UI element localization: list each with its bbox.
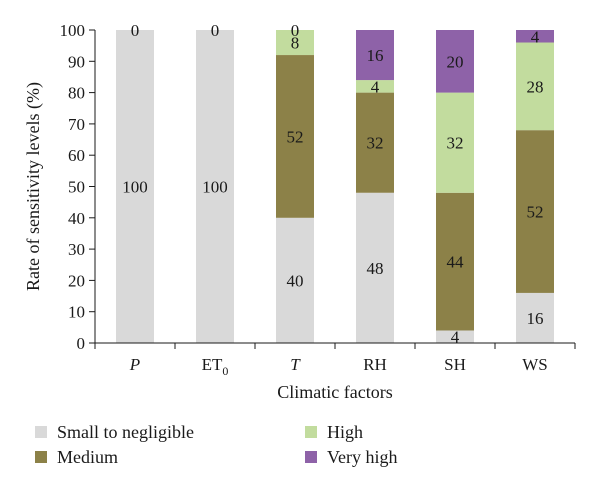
bar-segment-medium-6 — [516, 130, 554, 293]
x-tick-label: T — [290, 355, 301, 374]
data-label: 52 — [527, 203, 544, 222]
x-tick-label: ET0 — [202, 355, 229, 378]
data-label: 32 — [367, 134, 384, 153]
x-tick-label-main: T — [290, 355, 301, 374]
data-label: 4 — [371, 77, 380, 96]
data-label: 4 — [451, 328, 460, 347]
bar-segment-small-to-negligible-1 — [116, 30, 154, 343]
bar-segment-very-high-4 — [356, 30, 394, 81]
data-label: 52 — [287, 127, 304, 146]
y-tick-label: 50 — [68, 178, 85, 197]
bar-segment-high-6 — [516, 42, 554, 131]
legend-swatch-high — [305, 426, 317, 438]
y-tick-label: 90 — [68, 52, 85, 71]
y-tick-label: 30 — [68, 240, 85, 259]
data-label: 4 — [531, 27, 540, 46]
y-tick-label: 80 — [68, 84, 85, 103]
y-tick-label: 0 — [77, 334, 86, 353]
legend-swatch-small-to-negligible — [35, 426, 47, 438]
data-label: 16 — [367, 46, 384, 65]
legend-label-small-to-negligible: Small to negligible — [57, 422, 194, 442]
y-axis-title: Rate of sensitivity levels (%) — [23, 82, 44, 291]
data-label: 0 — [131, 21, 140, 40]
data-label: 0 — [211, 21, 220, 40]
bar-segment-very-high-6 — [516, 30, 554, 43]
x-tick-label-main: WS — [522, 355, 548, 374]
x-tick-label-main: RH — [363, 355, 387, 374]
legend-swatch-medium — [35, 451, 47, 463]
bar-segment-small-to-negligible-2 — [196, 30, 234, 343]
y-tick-label: 20 — [68, 271, 85, 290]
y-tick-label: 100 — [60, 21, 86, 40]
bar-segment-high-5 — [436, 92, 474, 193]
bar-segment-medium-5 — [436, 192, 474, 331]
legend: Small to negligible High Medium Very high — [35, 422, 398, 467]
legend-label-very-high: Very high — [327, 447, 398, 467]
data-label: 100 — [202, 178, 228, 197]
x-tick-label-main: P — [129, 355, 140, 374]
y-tick-label: 40 — [68, 209, 85, 228]
x-axis-title: Climatic factors — [277, 382, 392, 402]
bar-segment-small-to-negligible-5 — [436, 330, 474, 343]
y-tick-label: 60 — [68, 146, 85, 165]
x-tick-label: SH — [444, 355, 466, 374]
bar-segment-high-4 — [356, 80, 394, 93]
bar-segment-small-to-negligible-3 — [276, 217, 314, 343]
data-label: 100 — [122, 178, 148, 197]
x-tick-label-subscript: 0 — [222, 364, 228, 378]
data-label: 20 — [447, 52, 464, 71]
data-label: 16 — [527, 309, 544, 328]
bar-segment-small-to-negligible-4 — [356, 192, 394, 343]
bar-segment-medium-4 — [356, 92, 394, 193]
x-tick-label: WS — [522, 355, 548, 374]
legend-label-high: High — [327, 422, 363, 442]
x-tick-label-main: ET — [202, 355, 223, 374]
y-tick-label: 10 — [68, 303, 85, 322]
legend-swatch-very-high — [305, 451, 317, 463]
bar-segment-small-to-negligible-6 — [516, 292, 554, 343]
x-tick-label: P — [129, 355, 140, 374]
bars-layer — [116, 30, 554, 343]
data-label: 32 — [447, 134, 464, 153]
data-label: 28 — [527, 77, 544, 96]
x-tick-label: RH — [363, 355, 387, 374]
data-label: 48 — [367, 259, 384, 278]
bar-segment-very-high-5 — [436, 30, 474, 93]
data-label: 0 — [291, 21, 300, 40]
data-label: 40 — [287, 271, 304, 290]
legend-label-medium: Medium — [57, 447, 118, 467]
data-label: 44 — [447, 253, 465, 272]
bar-segment-medium-3 — [276, 55, 314, 218]
data-label: 8 — [291, 34, 300, 53]
y-tick-label: 70 — [68, 115, 85, 134]
bar-segment-high-3 — [276, 30, 314, 56]
x-tick-label-main: SH — [444, 355, 466, 374]
